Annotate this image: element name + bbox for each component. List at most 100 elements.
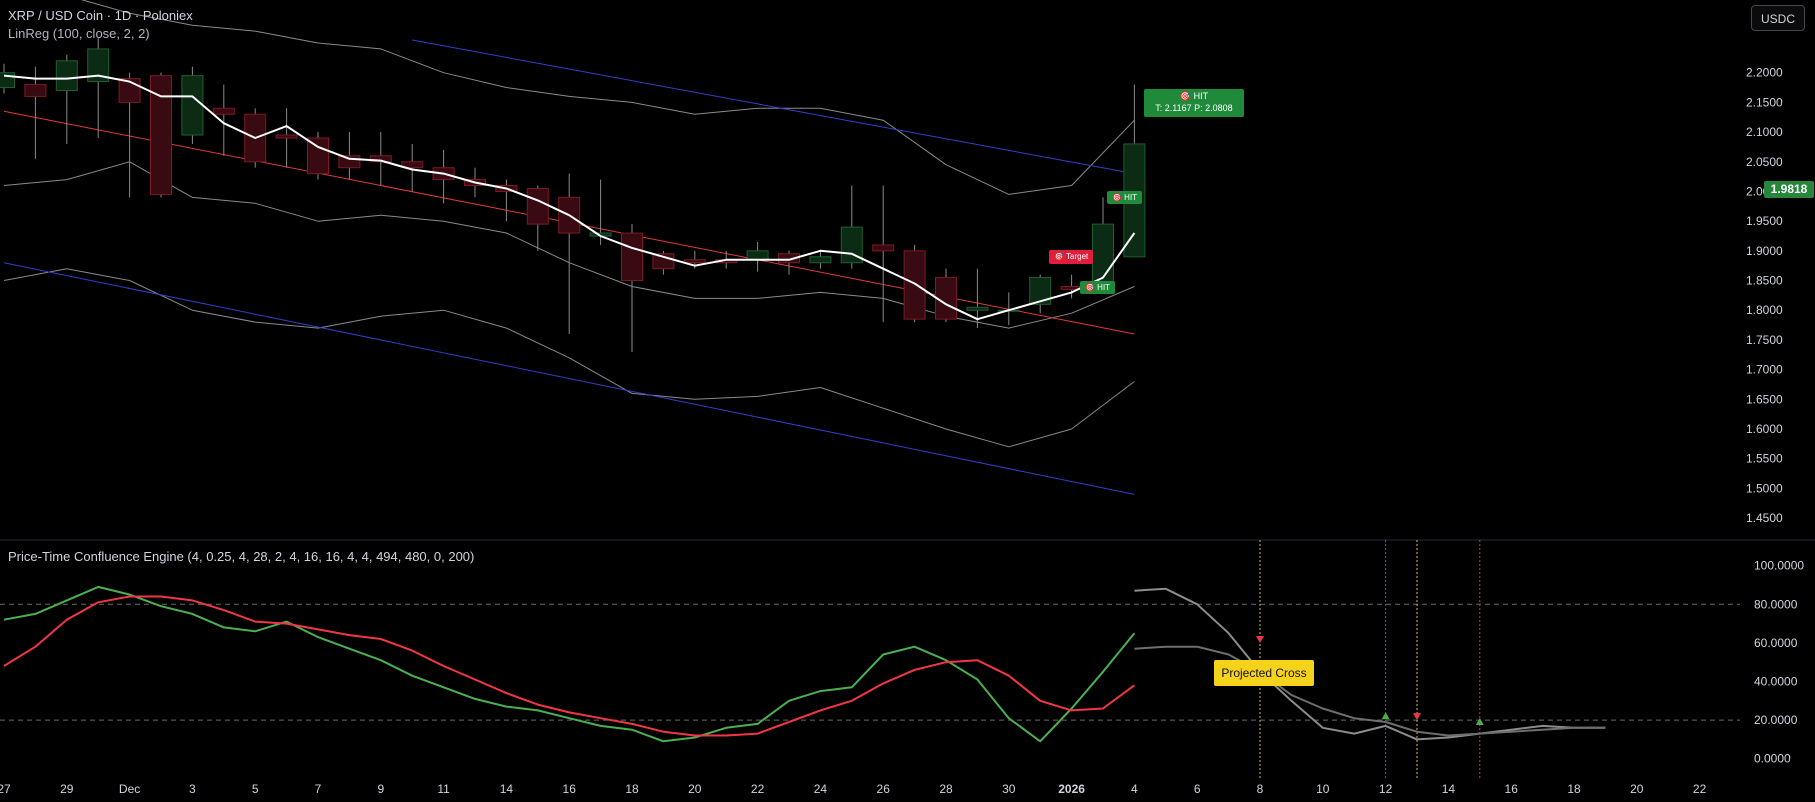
candle-up: [1092, 197, 1114, 287]
candle-down: [369, 132, 392, 186]
price-tick-label: 1.8000: [1746, 303, 1783, 317]
price-tick-label: 1.8500: [1746, 274, 1783, 288]
hit-label-title: 🎯 HIT: [1179, 91, 1209, 101]
candle-down: [275, 108, 298, 168]
candle-body: [401, 161, 424, 169]
cross-arrow-down: [1413, 713, 1421, 721]
time-tick-label: 5: [252, 782, 259, 796]
price-tick-label: 1.5000: [1746, 481, 1783, 495]
time-tick-label: 14: [500, 782, 514, 796]
channel-lower-line: [3, 262, 1135, 495]
candle-body: [275, 134, 298, 139]
oscillator-tick-label: 80.0000: [1754, 597, 1798, 611]
time-axis[interactable]: 27 29 Dec 3 5 7 9 11 14 16 18 20 22 24 26 28 30 2026 4 6 8 10…: [0, 782, 1707, 796]
candle-up: [1123, 84, 1146, 258]
time-tick-label: 28: [939, 782, 953, 796]
candle-down: [558, 173, 581, 334]
oscillator-axis[interactable]: 100.0000 80.0000 60.0000 40.0000 20.0000 0.00…: [1754, 559, 1804, 766]
hit-label-main: 🎯 HIT T: 2.1167 P: 2.0808: [1144, 89, 1244, 117]
price-tick-label: 1.4500: [1746, 511, 1783, 525]
candle-up: [0, 63, 15, 94]
candle-down: [872, 185, 895, 323]
candle-down: [338, 132, 361, 180]
time-tick-label: 27: [0, 782, 11, 796]
oscillator-tick-label: 40.0000: [1754, 674, 1798, 688]
candle-body: [369, 155, 392, 163]
oscillator-series-green: [3, 585, 1136, 743]
oscillator-cross-arrows: [1256, 635, 1484, 726]
price-tick-label: 1.7500: [1746, 333, 1783, 347]
oscillator-lines: [3, 585, 1606, 743]
price-tick-label: 1.9000: [1746, 244, 1783, 258]
candle-body: [212, 107, 235, 115]
candle-body: [87, 48, 110, 83]
last-price-badge: 1.9818: [1764, 181, 1814, 198]
price-tick-label: 2.0500: [1746, 155, 1783, 169]
price-axis[interactable]: 2.20002.15002.10002.05002.00001.95001.90…: [1746, 66, 1783, 525]
time-tick-label: 22: [751, 782, 765, 796]
candle-down: [495, 179, 518, 222]
oscillator-tick-label: 60.0000: [1754, 636, 1798, 650]
oscillator-tick-label: 100.0000: [1754, 559, 1804, 573]
cross-arrow-up: [1381, 712, 1390, 720]
candle-body: [683, 259, 706, 264]
time-tick-label: 18: [1567, 782, 1581, 796]
time-tick-label: Dec: [119, 782, 140, 796]
candle-down: [212, 84, 235, 156]
candle-down: [526, 185, 549, 251]
time-tick-label: 30: [1002, 782, 1016, 796]
candle-body: [526, 187, 549, 225]
time-tick-label: 14: [1442, 782, 1456, 796]
candle-body: [809, 256, 832, 264]
indicator-legend[interactable]: LinReg (100, close, 2, 2): [8, 26, 150, 41]
time-tick-label: 16: [563, 782, 577, 796]
price-tick-label: 1.7000: [1746, 363, 1783, 377]
oscillator-legend[interactable]: Price-Time Confluence Engine (4, 0.25, 4…: [8, 549, 475, 564]
regression-line: [3, 74, 1136, 321]
time-tick-label: 20: [688, 782, 702, 796]
time-tick-label: 16: [1505, 782, 1519, 796]
candle-up: [809, 250, 832, 269]
time-tick-label: 2026: [1058, 782, 1085, 796]
candle-body: [150, 75, 172, 195]
candle-down: [150, 72, 172, 198]
price-tick-label: 1.5500: [1746, 452, 1783, 466]
time-tick-label: 6: [1194, 782, 1201, 796]
candle-down: [24, 66, 47, 159]
oscillator-vertical-markers: [1259, 540, 1481, 778]
cross-arrow-down: [1256, 635, 1264, 643]
candle-down: [935, 268, 957, 323]
time-tick-label: 22: [1693, 782, 1707, 796]
candle-up: [181, 66, 204, 144]
oscillator-tick-label: 20.0000: [1754, 713, 1798, 727]
symbol-legend[interactable]: XRP / USD Coin · 1D · Poloniex: [8, 8, 193, 23]
oscillator-series-gray-secondary: [1134, 645, 1606, 737]
cross-arrow-up: [1475, 718, 1484, 726]
time-tick-label: 20: [1630, 782, 1644, 796]
time-tick-label: 9: [377, 782, 384, 796]
channel-upper-line: [412, 39, 1135, 175]
regression-line-path: [3, 74, 1136, 321]
price-tick-label: 1.6500: [1746, 392, 1783, 406]
candle-body: [181, 75, 204, 136]
target-label: 🎯 Target: [1049, 250, 1094, 264]
candle-up: [87, 37, 110, 138]
currency-button[interactable]: USDC: [1751, 5, 1805, 31]
candle-body: [778, 253, 800, 264]
candle-body: [24, 84, 47, 97]
candle-body: [55, 60, 78, 91]
time-tick-label: 10: [1316, 782, 1330, 796]
candle-body: [1029, 277, 1052, 305]
candle-up: [55, 54, 78, 144]
time-tick-label: 11: [437, 782, 450, 796]
candle-up: [746, 241, 769, 272]
hit-label-detail: T: 2.1167 P: 2.0808: [1155, 103, 1233, 113]
oscillator-series-gray: [1134, 587, 1606, 741]
oscillator-series-red: [3, 595, 1135, 737]
hit-label-small: 🎯 HIT: [1080, 281, 1116, 294]
candle-body: [966, 306, 989, 311]
time-tick-label: 26: [877, 782, 891, 796]
price-tick-label: 1.9500: [1746, 214, 1783, 228]
time-tick-label: 29: [60, 782, 74, 796]
